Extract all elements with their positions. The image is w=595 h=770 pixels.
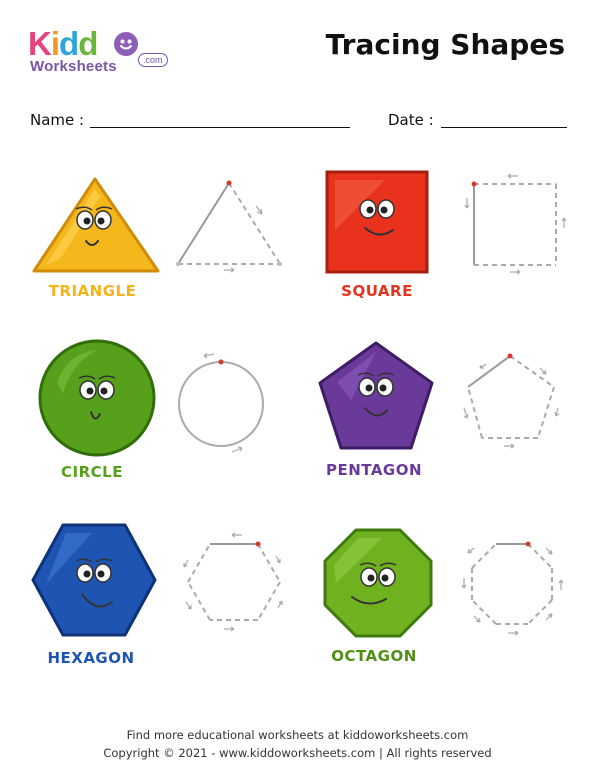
- hexagon-character: [31, 523, 157, 637]
- logo-domain-badge: .com: [138, 53, 168, 67]
- footer-copyright-text: Copyright © 2021 - www.kiddoworksheets.c…: [103, 746, 492, 760]
- pentagon-label: PENTAGON: [325, 461, 423, 479]
- date-field[interactable]: [441, 127, 567, 128]
- circle-character: [38, 339, 156, 457]
- triangle-tracing-path[interactable]: [172, 178, 284, 273]
- hexagon-tracing-path[interactable]: [180, 530, 284, 634]
- octagon-character: [323, 528, 433, 638]
- name-field[interactable]: [90, 127, 350, 128]
- logo-wordmark: Kidd: [28, 25, 98, 62]
- square-tracing-path[interactable]: [460, 172, 570, 276]
- octagon-tracing-path[interactable]: [458, 532, 568, 636]
- circle-tracing-path[interactable]: [172, 352, 270, 456]
- pentagon-tracing-path[interactable]: [460, 350, 564, 450]
- pentagon-character: [318, 341, 434, 450]
- square-character: [325, 170, 429, 274]
- name-label: Name :: [30, 111, 85, 129]
- date-label: Date :: [388, 111, 434, 129]
- triangle-label: TRIANGLE: [48, 282, 137, 300]
- circle-label: CIRCLE: [61, 463, 123, 481]
- logo-subtitle: Worksheets: [30, 58, 117, 75]
- octagon-label: OCTAGON: [331, 647, 417, 665]
- kiddo-worksheets-logo: Kidd Worksheets .com: [28, 24, 168, 80]
- smiley-face-icon: [114, 32, 138, 56]
- page-title: Tracing Shapes: [325, 28, 565, 61]
- triangle-character: [32, 177, 160, 273]
- hexagon-label: HEXAGON: [47, 649, 135, 667]
- square-label: SQUARE: [341, 282, 413, 300]
- footer-promo-text: Find more educational worksheets at kidd…: [126, 728, 469, 742]
